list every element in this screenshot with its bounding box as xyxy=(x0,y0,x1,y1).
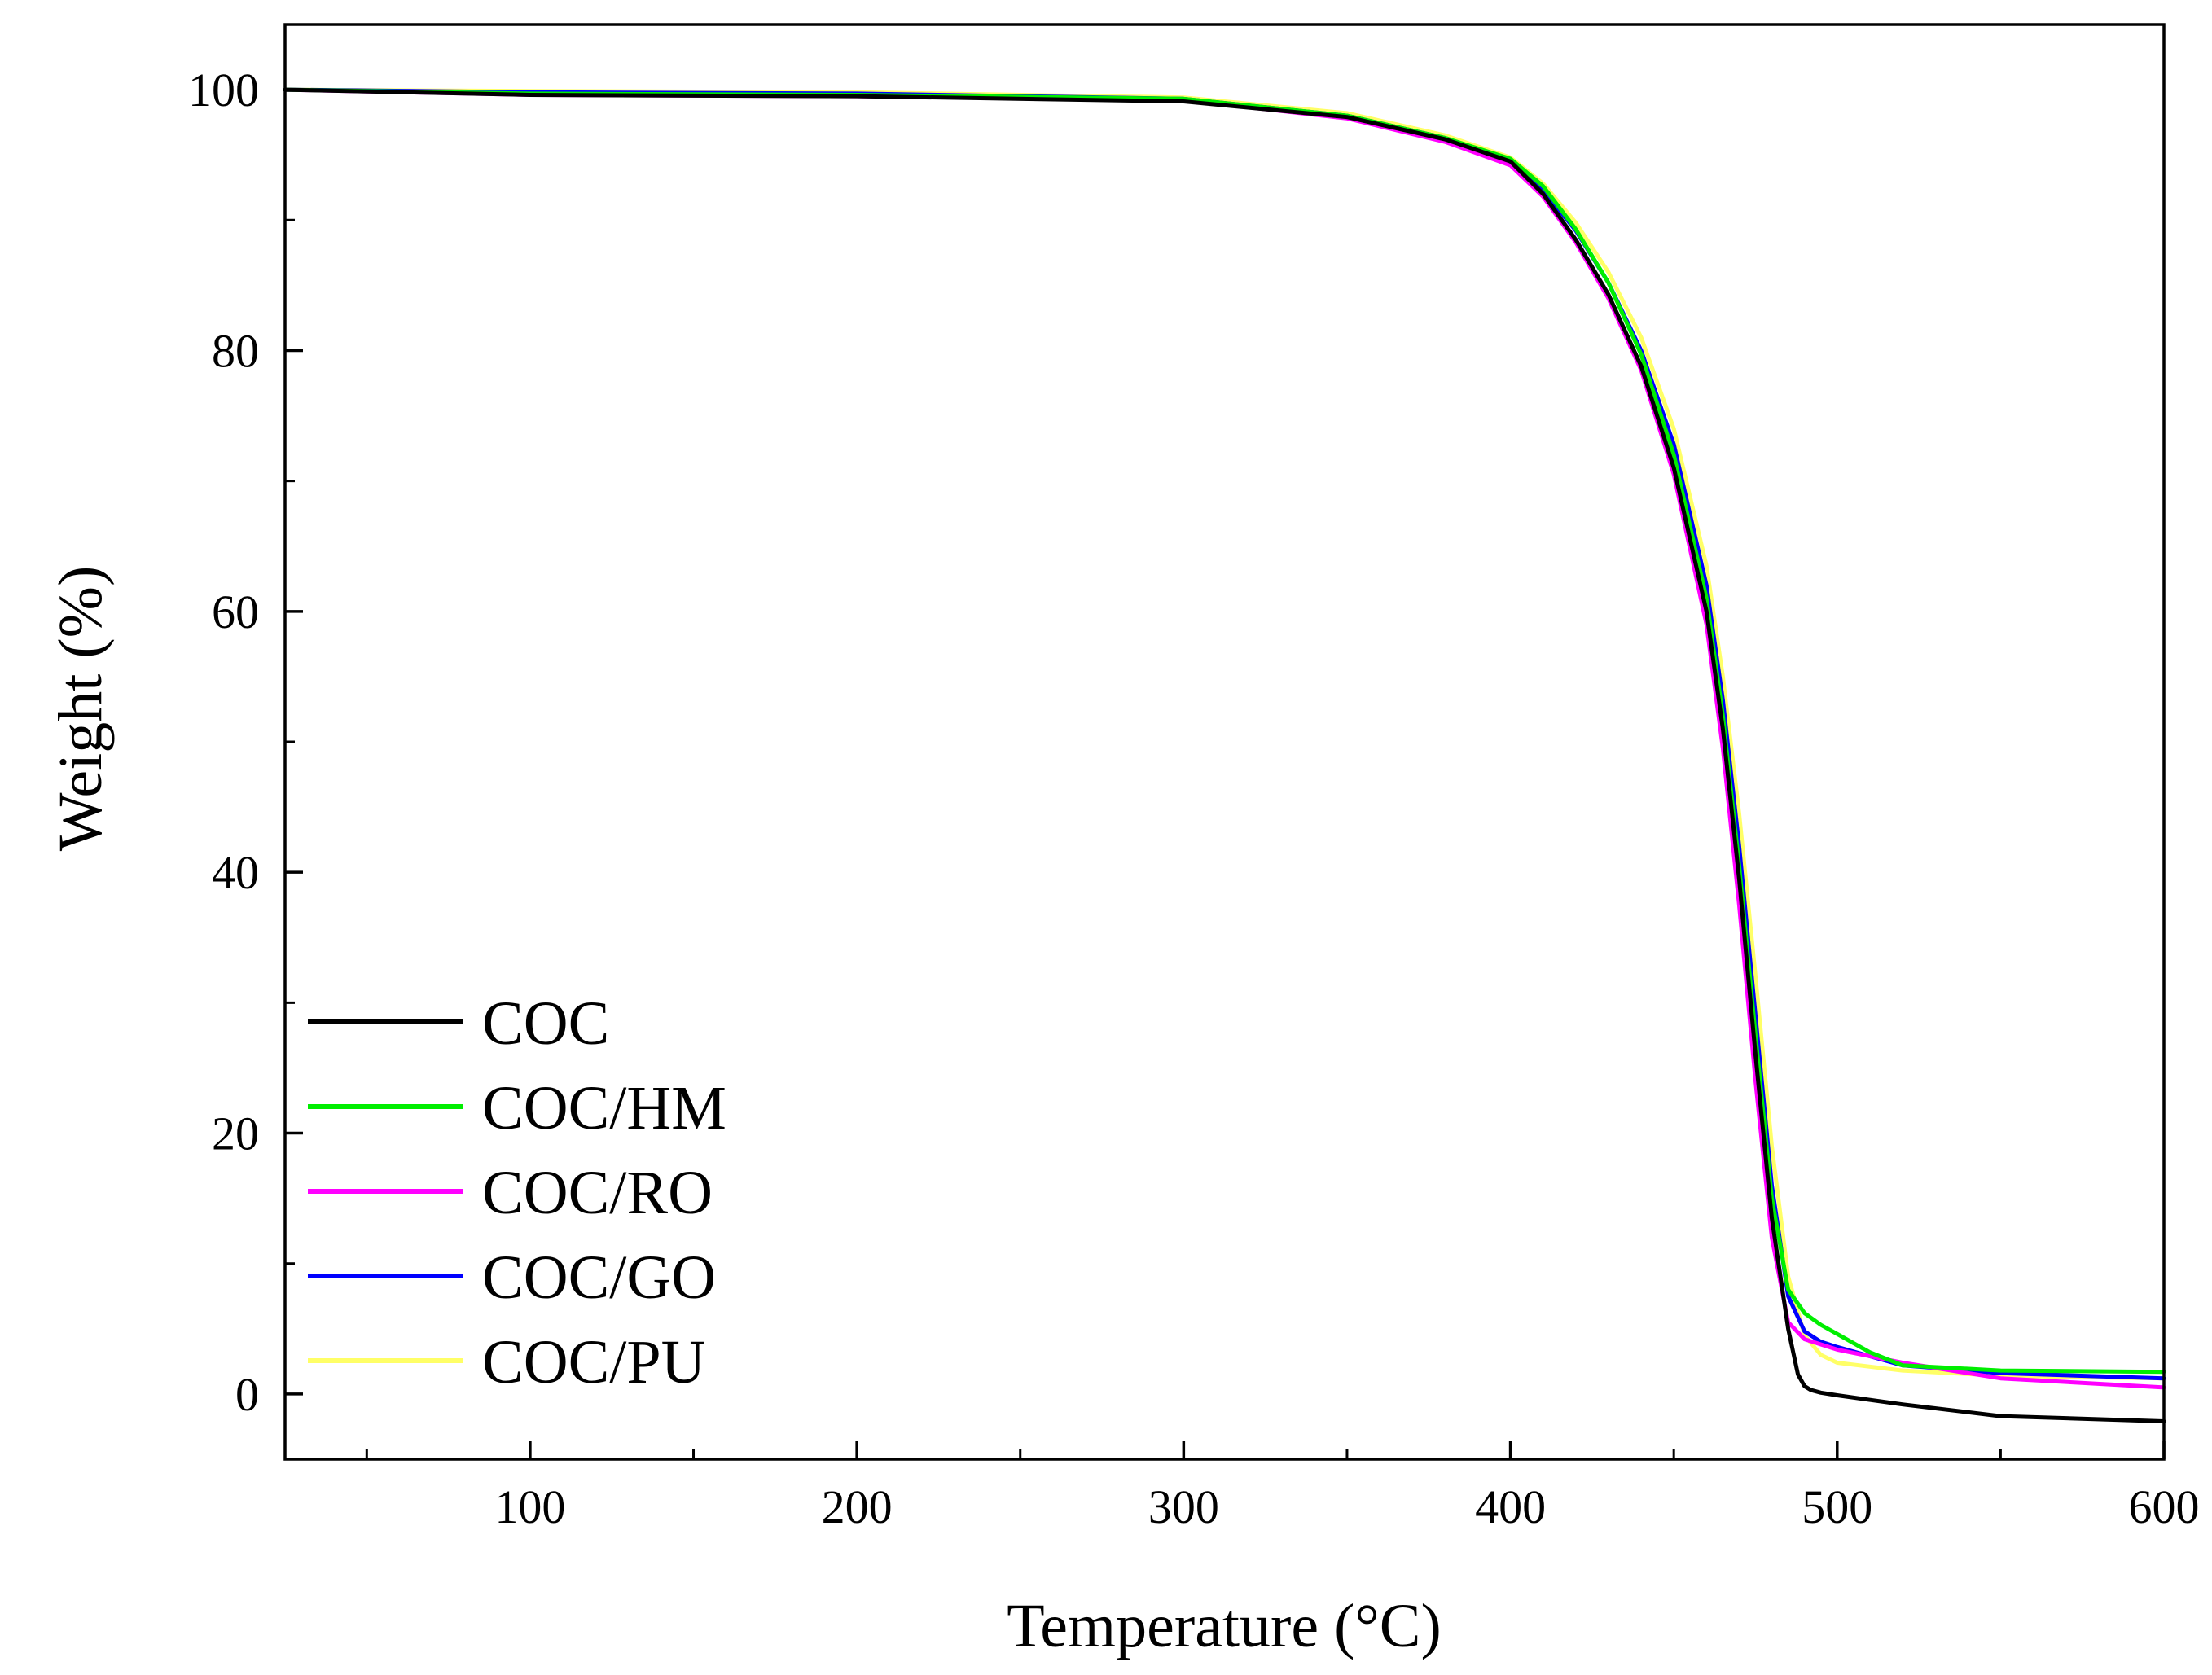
x-tick-label: 500 xyxy=(1802,1480,1872,1533)
legend-label-coc-go: COC/GO xyxy=(482,1243,716,1312)
y-tick-label: 80 xyxy=(212,324,259,377)
y-tick-label: 20 xyxy=(212,1107,259,1160)
legend-label-coc-ro: COC/RO xyxy=(482,1159,713,1227)
series-line-coc xyxy=(283,87,2166,1423)
x-tick-label: 200 xyxy=(822,1480,893,1533)
x-tick-label: 100 xyxy=(494,1480,565,1533)
y-tick-label: 100 xyxy=(188,64,259,116)
x-axis-title: Temperature (°C) xyxy=(1007,1592,1442,1660)
series-line-coc-pu xyxy=(283,87,2166,1381)
legend-label-coc-pu: COC/PU xyxy=(482,1328,706,1397)
y-tick-label: 60 xyxy=(212,585,259,638)
x-tick-label: 400 xyxy=(1475,1480,1546,1533)
y-tick-label: 40 xyxy=(212,846,259,899)
x-tick-label: 300 xyxy=(1148,1480,1219,1533)
y-axis-title: Weight (%) xyxy=(46,566,115,852)
x-tick-label: 600 xyxy=(2129,1480,2200,1533)
tick-layer: 100 200 300 400 500 600 0 20 40 60 80 100 xyxy=(188,64,2200,1533)
legend-label-coc: COC xyxy=(482,989,609,1058)
series-layer xyxy=(283,87,2166,1423)
legend-label-coc-hm: COC/HM xyxy=(482,1074,726,1142)
y-tick-label: 0 xyxy=(235,1368,259,1421)
legend: COC COC/HM COC/RO COC/GO COC/PU xyxy=(308,989,726,1397)
